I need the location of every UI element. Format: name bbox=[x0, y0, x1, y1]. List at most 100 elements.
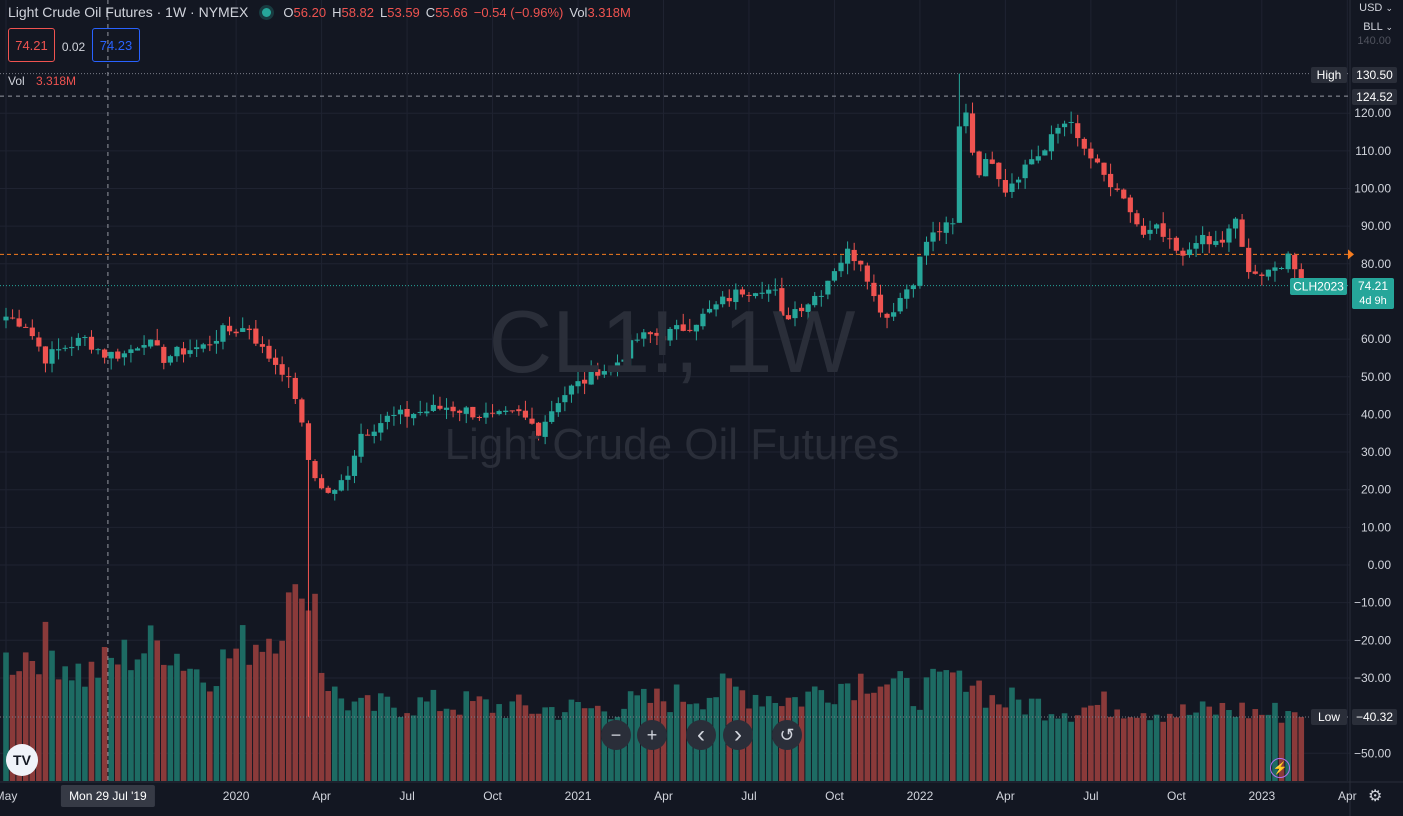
volume-bar bbox=[489, 712, 496, 781]
volume-bar bbox=[667, 712, 673, 781]
candle-body bbox=[299, 399, 305, 423]
candle-body bbox=[115, 351, 121, 359]
volume-bar bbox=[391, 707, 397, 781]
volume-bar bbox=[82, 686, 88, 781]
ohlc-key: C bbox=[425, 4, 436, 20]
candle-body bbox=[595, 369, 601, 376]
candle-body bbox=[351, 455, 358, 476]
volume-bar bbox=[68, 680, 75, 781]
volume-bar bbox=[226, 658, 233, 781]
candle-body bbox=[397, 409, 404, 415]
candle-body bbox=[338, 480, 344, 491]
candle-body bbox=[1042, 150, 1048, 156]
x-tick-label: 2021 bbox=[565, 789, 592, 803]
volume-bar bbox=[443, 708, 450, 781]
y-tick-label: −50.00 bbox=[1354, 746, 1391, 760]
y-axis: 120.00 110.00 100.00 90.00 80.00 60.00 50.00 40… bbox=[1354, 35, 1391, 760]
candle-body bbox=[1232, 218, 1239, 229]
volume-bar bbox=[1081, 707, 1088, 781]
ohlc-key: Vol bbox=[569, 4, 588, 20]
candle-body bbox=[226, 325, 233, 332]
candle-body bbox=[950, 223, 956, 225]
watermark-name: Light Crude Oil Futures bbox=[445, 420, 900, 469]
reset-chart-button[interactable]: ↺ bbox=[772, 720, 802, 750]
candle-body bbox=[798, 307, 805, 312]
volume-bar bbox=[1173, 717, 1180, 781]
candle-body bbox=[424, 411, 430, 414]
volume-bar bbox=[233, 648, 239, 781]
candle-body bbox=[937, 231, 943, 233]
volume-bar bbox=[430, 689, 437, 781]
candle-body bbox=[568, 385, 575, 395]
volume-bar bbox=[831, 704, 838, 781]
volume-bar bbox=[562, 712, 568, 781]
volume-bar bbox=[555, 719, 562, 781]
volume-bar bbox=[1272, 702, 1278, 781]
volume-bar bbox=[509, 701, 516, 781]
candles bbox=[3, 73, 1304, 717]
candle-body bbox=[983, 159, 989, 177]
currency-selector[interactable]: USD ⌄ bbox=[1359, 2, 1393, 14]
candle-body bbox=[1015, 179, 1022, 183]
candle-body bbox=[831, 271, 838, 281]
volume-bar bbox=[1028, 698, 1035, 781]
candle-body bbox=[253, 328, 259, 344]
volume-bar bbox=[1239, 702, 1245, 781]
candle-body bbox=[752, 293, 759, 297]
candle-body bbox=[930, 232, 936, 242]
volume-bar bbox=[377, 693, 384, 781]
y-tick-label: 60.00 bbox=[1361, 332, 1391, 346]
volume-bar bbox=[95, 677, 101, 781]
candle-body bbox=[555, 403, 561, 413]
candle-body bbox=[312, 461, 318, 479]
zoom-out-button[interactable]: − bbox=[601, 720, 631, 750]
volume-bar bbox=[811, 686, 818, 781]
y-tick-label: −20.00 bbox=[1354, 633, 1391, 647]
volume-bar bbox=[174, 653, 180, 781]
candle-body bbox=[509, 410, 515, 412]
volume-bar bbox=[483, 699, 489, 781]
volume-bar bbox=[1002, 707, 1009, 781]
volume-bar bbox=[285, 592, 292, 781]
scroll-right-button[interactable]: › bbox=[723, 720, 753, 750]
candle-body bbox=[818, 295, 824, 297]
y-tick-label: 50.00 bbox=[1361, 370, 1391, 384]
candle-body bbox=[535, 422, 542, 436]
volume-bar bbox=[121, 639, 128, 781]
y-tick-label: 80.00 bbox=[1361, 257, 1391, 271]
volume-bar bbox=[825, 702, 831, 781]
volume-bar bbox=[581, 708, 588, 781]
symbol-title[interactable]: Light Crude Oil Futures · 1W · NYMEX bbox=[8, 4, 249, 20]
buy-price-box[interactable]: 74.23 bbox=[92, 28, 140, 62]
market-status-icon[interactable] bbox=[262, 7, 272, 17]
candle-body bbox=[772, 289, 778, 291]
volume-bar bbox=[49, 650, 55, 781]
candle-body bbox=[700, 313, 706, 327]
ohlc-value: 53.59 bbox=[387, 4, 420, 20]
volume-bar bbox=[496, 704, 502, 781]
volume-bar bbox=[996, 704, 1002, 781]
settings-gear-icon[interactable]: ⚙ bbox=[1368, 788, 1383, 805]
zoom-in-button[interactable]: + bbox=[637, 720, 667, 750]
x-tick-label: Apr bbox=[1338, 789, 1357, 803]
last-price-text: 74.21 bbox=[1358, 279, 1388, 293]
volume-bar bbox=[713, 697, 719, 781]
tradingview-logo-icon[interactable]: TV bbox=[6, 744, 38, 776]
volume-bar bbox=[213, 686, 220, 781]
volume-bar bbox=[982, 707, 989, 781]
volume-bar bbox=[134, 659, 141, 781]
volume-bar bbox=[1166, 713, 1173, 781]
y-tick-label: 100.00 bbox=[1354, 182, 1391, 196]
volume-bar bbox=[371, 710, 377, 781]
volume-bar bbox=[851, 700, 857, 781]
candle-body bbox=[49, 349, 55, 364]
unit-selector[interactable]: BLL ⌄ bbox=[1363, 21, 1393, 33]
lightning-icon[interactable]: ⚡ bbox=[1270, 758, 1290, 778]
scroll-left-button[interactable]: ‹ bbox=[686, 720, 716, 750]
candle-body bbox=[1278, 268, 1285, 270]
candle-body bbox=[443, 407, 450, 410]
crosshair-date-box bbox=[60, 785, 155, 807]
x-tick-label: Apr bbox=[996, 789, 1015, 803]
sell-price-box[interactable]: 74.21 bbox=[8, 28, 55, 62]
